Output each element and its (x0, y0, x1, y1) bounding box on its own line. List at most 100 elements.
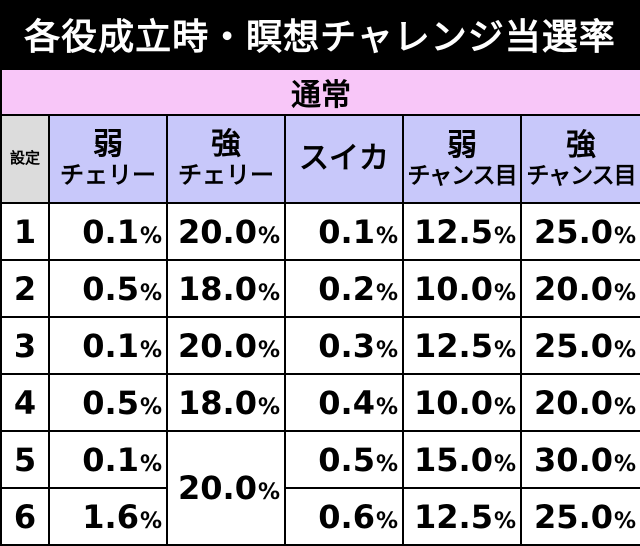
value: 0.1 (318, 212, 375, 251)
header-bottom: チェリー (178, 161, 274, 190)
value: 25.0 (534, 212, 613, 251)
value-cell: 10.0% (402, 259, 522, 318)
unit: % (493, 223, 516, 249)
header-top: スイカ (299, 140, 389, 176)
value-cell: 0.1% (48, 202, 168, 261)
value: 0.3 (318, 326, 375, 365)
value-cell: 10.0% (402, 373, 522, 432)
table-row: 1 0.1% 20.0% 0.1% 12.5% 25.0% (0, 202, 640, 261)
value: 25.0 (534, 497, 613, 536)
header-top: 強 (211, 126, 241, 162)
unit: % (257, 480, 280, 505)
setting-cell: 1 (0, 202, 50, 261)
value-cell: 15.0% (402, 430, 522, 489)
value-cell: 20.0% (166, 316, 286, 375)
value-cell: 18.0% (166, 259, 286, 318)
unit: % (613, 280, 637, 306)
unit: % (257, 337, 280, 363)
value: 0.5 (318, 440, 375, 479)
value: 0.6 (318, 497, 375, 536)
value: 10.0 (414, 269, 493, 308)
unit: % (375, 508, 398, 534)
value-cell: 0.5% (48, 259, 168, 318)
value-cell: 25.0% (519, 487, 640, 546)
column-header-setting: 設定 (0, 114, 50, 204)
table-row: 3 0.1% 20.0% 0.3% 12.5% 25.0% (0, 316, 640, 375)
value: 30.0 (534, 440, 613, 479)
value: 12.5 (414, 326, 493, 365)
value-cell: 0.3% (284, 316, 404, 375)
value-cell: 1.6% (48, 487, 168, 546)
column-header-suika: スイカ (284, 114, 404, 204)
value-cell: 12.5% (402, 487, 522, 546)
setting-cell: 5 (0, 430, 50, 489)
unit: % (613, 394, 637, 420)
page-title: 各役成立時・瞑想チャレンジ当選率 (0, 0, 640, 68)
value-cell: 12.5% (402, 316, 522, 375)
unit: % (493, 451, 516, 477)
unit: % (139, 223, 162, 249)
unit: % (375, 337, 398, 363)
unit: % (257, 394, 280, 420)
value-cell: 25.0% (519, 316, 640, 375)
value-cell: 0.4% (284, 373, 404, 432)
value: 0.5 (82, 269, 139, 308)
setting-cell: 6 (0, 487, 50, 546)
value: 10.0 (414, 383, 493, 422)
value: 0.5 (82, 383, 139, 422)
value: 1.6 (82, 497, 139, 536)
unit: % (375, 451, 398, 477)
column-header-strong-chance: 強 チャンス目 (519, 114, 640, 204)
value-cell: 12.5% (402, 202, 522, 261)
value-cell: 30.0% (519, 430, 640, 489)
value-cell: 20.0% (519, 259, 640, 318)
unit: % (139, 508, 162, 534)
header-bottom: チャンス目 (526, 163, 636, 190)
value-cell: 0.1% (284, 202, 404, 261)
value: 20.0 (534, 269, 613, 308)
value-cell: 0.1% (48, 430, 168, 489)
setting-cell: 4 (0, 373, 50, 432)
value-cell-merged: 20.0% (166, 430, 286, 546)
column-header-weak-cherry: 弱 チェリー (48, 114, 168, 204)
unit: % (139, 337, 162, 363)
value-cell: 0.1% (48, 316, 168, 375)
value: 25.0 (534, 326, 613, 365)
unit: % (139, 451, 162, 477)
setting-cell: 3 (0, 316, 50, 375)
section-header: 通常 (0, 68, 640, 116)
unit: % (493, 394, 516, 420)
column-header-weak-chance: 弱 チャンス目 (402, 114, 522, 204)
value: 0.1 (82, 326, 139, 365)
value-cell: 20.0% (519, 373, 640, 432)
header-top: 弱 (93, 126, 123, 162)
value: 20.0 (178, 212, 257, 251)
table-row: 5 0.1% 20.0% 0.5% 15.0% 30.0% (0, 430, 640, 546)
unit: % (139, 280, 162, 306)
value-cell: 0.5% (284, 430, 404, 489)
value: 20.0 (534, 383, 613, 422)
value: 0.2 (318, 269, 375, 308)
table-row: 6 1.6% 0.6% 12.5% 25.0% (0, 487, 640, 546)
value: 18.0 (178, 383, 257, 422)
value-cell: 0.6% (284, 487, 404, 546)
unit: % (257, 223, 280, 249)
header-bottom: チャンス目 (407, 163, 517, 190)
unit: % (493, 280, 516, 306)
value-cell: 25.0% (519, 202, 640, 261)
value: 0.1 (82, 212, 139, 251)
value-cell: 18.0% (166, 373, 286, 432)
value: 18.0 (178, 269, 257, 308)
unit: % (375, 280, 398, 306)
unit: % (613, 337, 637, 363)
unit: % (375, 223, 398, 249)
value: 0.1 (82, 440, 139, 479)
probability-table: 通常 設定 弱 チェリー 強 チェリー スイカ 弱 チャンス目 強 チャンス目 … (0, 68, 640, 546)
unit: % (613, 223, 637, 249)
unit: % (139, 394, 162, 420)
value-cell: 0.5% (48, 373, 168, 432)
unit: % (257, 280, 280, 306)
value: 20.0 (178, 326, 257, 365)
header-bottom: チェリー (60, 161, 156, 190)
header-top: 強 (566, 127, 597, 163)
